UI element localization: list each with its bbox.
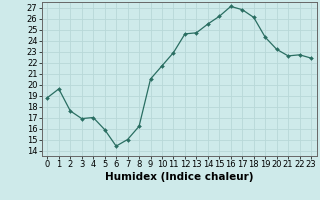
X-axis label: Humidex (Indice chaleur): Humidex (Indice chaleur) [105, 172, 253, 182]
